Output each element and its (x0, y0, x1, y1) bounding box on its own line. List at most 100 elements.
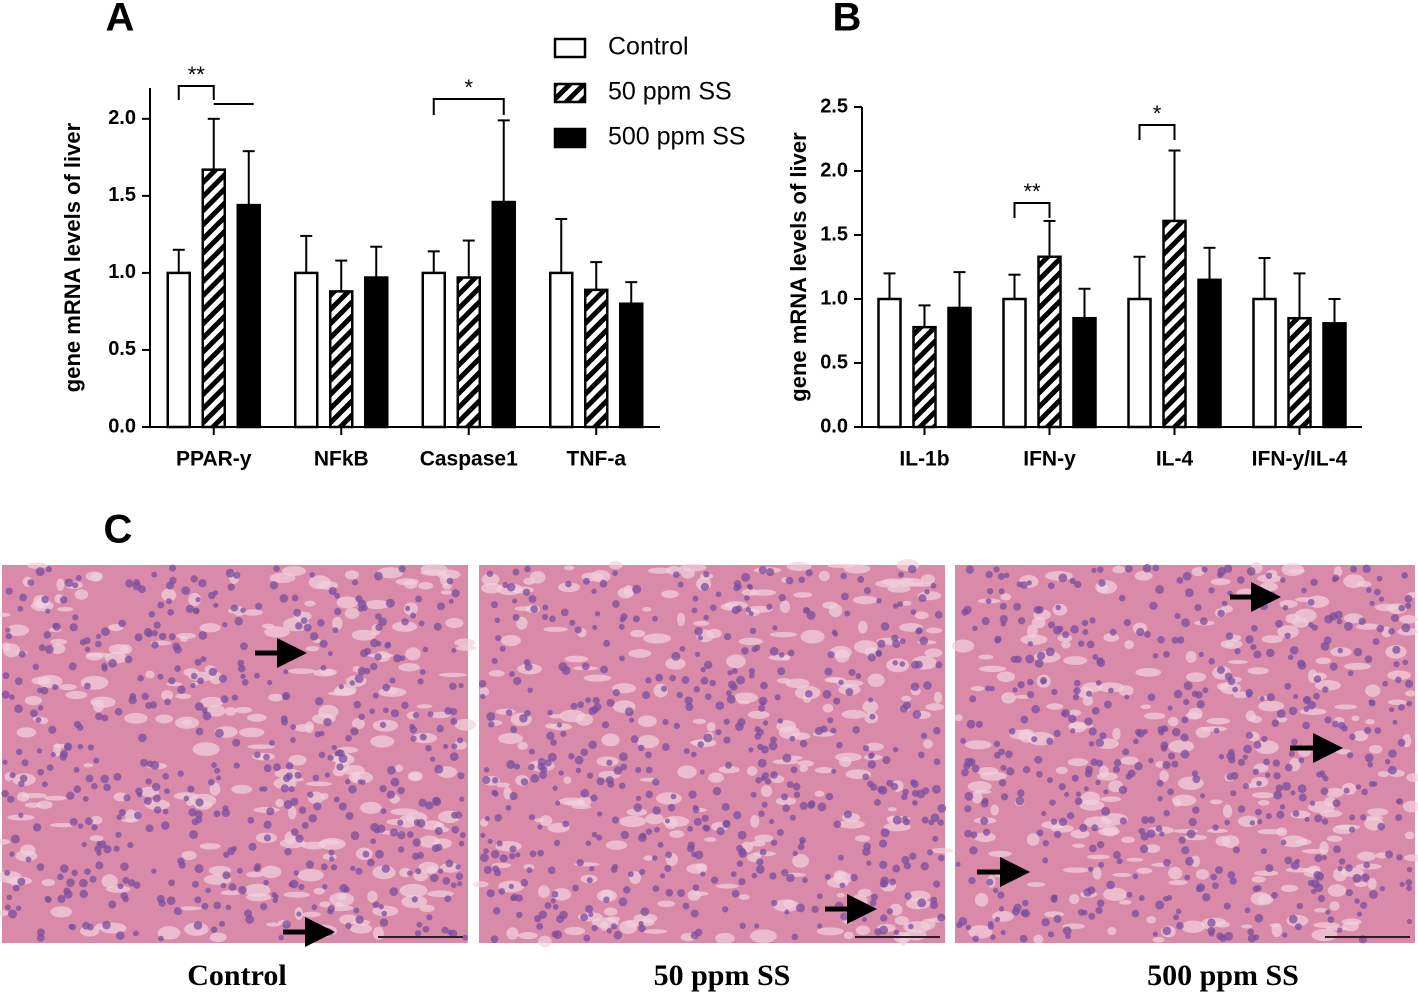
nucleus (725, 690, 732, 696)
nucleus (480, 693, 486, 700)
nucleus (857, 576, 865, 583)
tissue-pale-area (978, 654, 994, 660)
tissue-pale-area (854, 835, 871, 842)
nucleus (910, 682, 920, 692)
nucleus (268, 739, 275, 746)
tissue-pale-area (90, 572, 102, 582)
nucleus (997, 891, 1005, 899)
nucleus (173, 645, 182, 654)
nucleus (367, 858, 375, 867)
nucleus (868, 753, 874, 760)
nucleus (1106, 880, 1115, 890)
tissue-pale-area (1209, 799, 1223, 805)
nucleus (591, 924, 598, 932)
nucleus (1140, 832, 1149, 841)
y-axis-title: gene mRNA levels of liver (60, 122, 85, 392)
nucleus (72, 582, 79, 589)
tissue-pale-area (1258, 700, 1285, 712)
nucleus (1230, 790, 1237, 797)
nucleus (101, 627, 110, 637)
tissue-pale-area (1191, 567, 1205, 577)
nucleus (267, 679, 273, 686)
nucleus (537, 757, 546, 767)
nucleus (1260, 602, 1268, 611)
nucleus (580, 913, 589, 922)
nucleus (118, 619, 126, 628)
nucleus (681, 676, 690, 684)
nucleus (449, 929, 458, 938)
nucleus (908, 923, 914, 930)
nucleus (290, 737, 296, 743)
nucleus (1000, 929, 1006, 936)
nucleus (1112, 765, 1121, 774)
nucleus (882, 756, 891, 765)
tissue-pale-area (1341, 918, 1362, 926)
nucleus (1347, 670, 1354, 677)
tissue-pale-area (1068, 709, 1082, 717)
nucleus (169, 564, 177, 572)
nucleus (1147, 816, 1156, 824)
nucleus (993, 566, 1000, 573)
nucleus (1217, 609, 1225, 618)
tissue-pale-area (990, 804, 999, 816)
nucleus (1141, 816, 1149, 824)
nucleus (194, 896, 202, 904)
nucleus (81, 841, 87, 848)
nucleus (603, 639, 611, 647)
nucleus (932, 880, 941, 888)
tissue-pale-area (234, 706, 253, 714)
nucleus (1404, 679, 1414, 688)
y-tick-label: 0.5 (820, 351, 848, 373)
nucleus (1337, 927, 1343, 933)
nucleus (917, 898, 927, 908)
nucleus (160, 821, 170, 830)
nucleus (619, 655, 625, 662)
tissue-pale-area (305, 781, 333, 787)
nucleus (1112, 850, 1121, 859)
nucleus (522, 588, 531, 596)
nucleus (878, 785, 888, 795)
nucleus (848, 668, 856, 676)
nucleus (1282, 781, 1291, 791)
nucleus (692, 884, 700, 891)
nucleus (459, 832, 466, 839)
nucleus (886, 779, 894, 787)
nucleus (1372, 638, 1380, 646)
nucleus (260, 902, 268, 911)
tissue-pale-area (951, 639, 975, 653)
nucleus (451, 743, 458, 750)
nucleus (1325, 909, 1331, 915)
nucleus (137, 585, 146, 594)
tissue-pale-area (746, 766, 758, 777)
nucleus (231, 694, 238, 701)
nucleus (628, 871, 634, 878)
tissue-pale-area (867, 673, 885, 688)
tissue-pale-area (1343, 613, 1364, 624)
nucleus (879, 880, 887, 888)
nucleus (1218, 753, 1225, 760)
nucleus (1195, 691, 1203, 699)
nucleus (1047, 931, 1055, 938)
nucleus (381, 910, 388, 917)
nucleus (1, 789, 9, 798)
tissue-pale-area (1237, 815, 1259, 827)
tissue-pale-area (726, 654, 746, 669)
nucleus (1271, 891, 1278, 899)
nucleus (414, 930, 422, 937)
nucleus (576, 859, 584, 867)
nucleus (1232, 686, 1239, 693)
nucleus (36, 934, 45, 942)
nucleus (830, 727, 837, 734)
nucleus (1008, 728, 1016, 735)
tissue-pale-area (269, 572, 296, 584)
nucleus (899, 661, 906, 667)
nucleus (151, 571, 158, 578)
nucleus (862, 847, 871, 856)
nucleus (671, 651, 681, 661)
nucleus (793, 791, 801, 798)
nucleus (998, 779, 1007, 787)
nucleus (515, 894, 523, 902)
nucleus (1221, 600, 1228, 607)
nucleus (454, 811, 463, 819)
